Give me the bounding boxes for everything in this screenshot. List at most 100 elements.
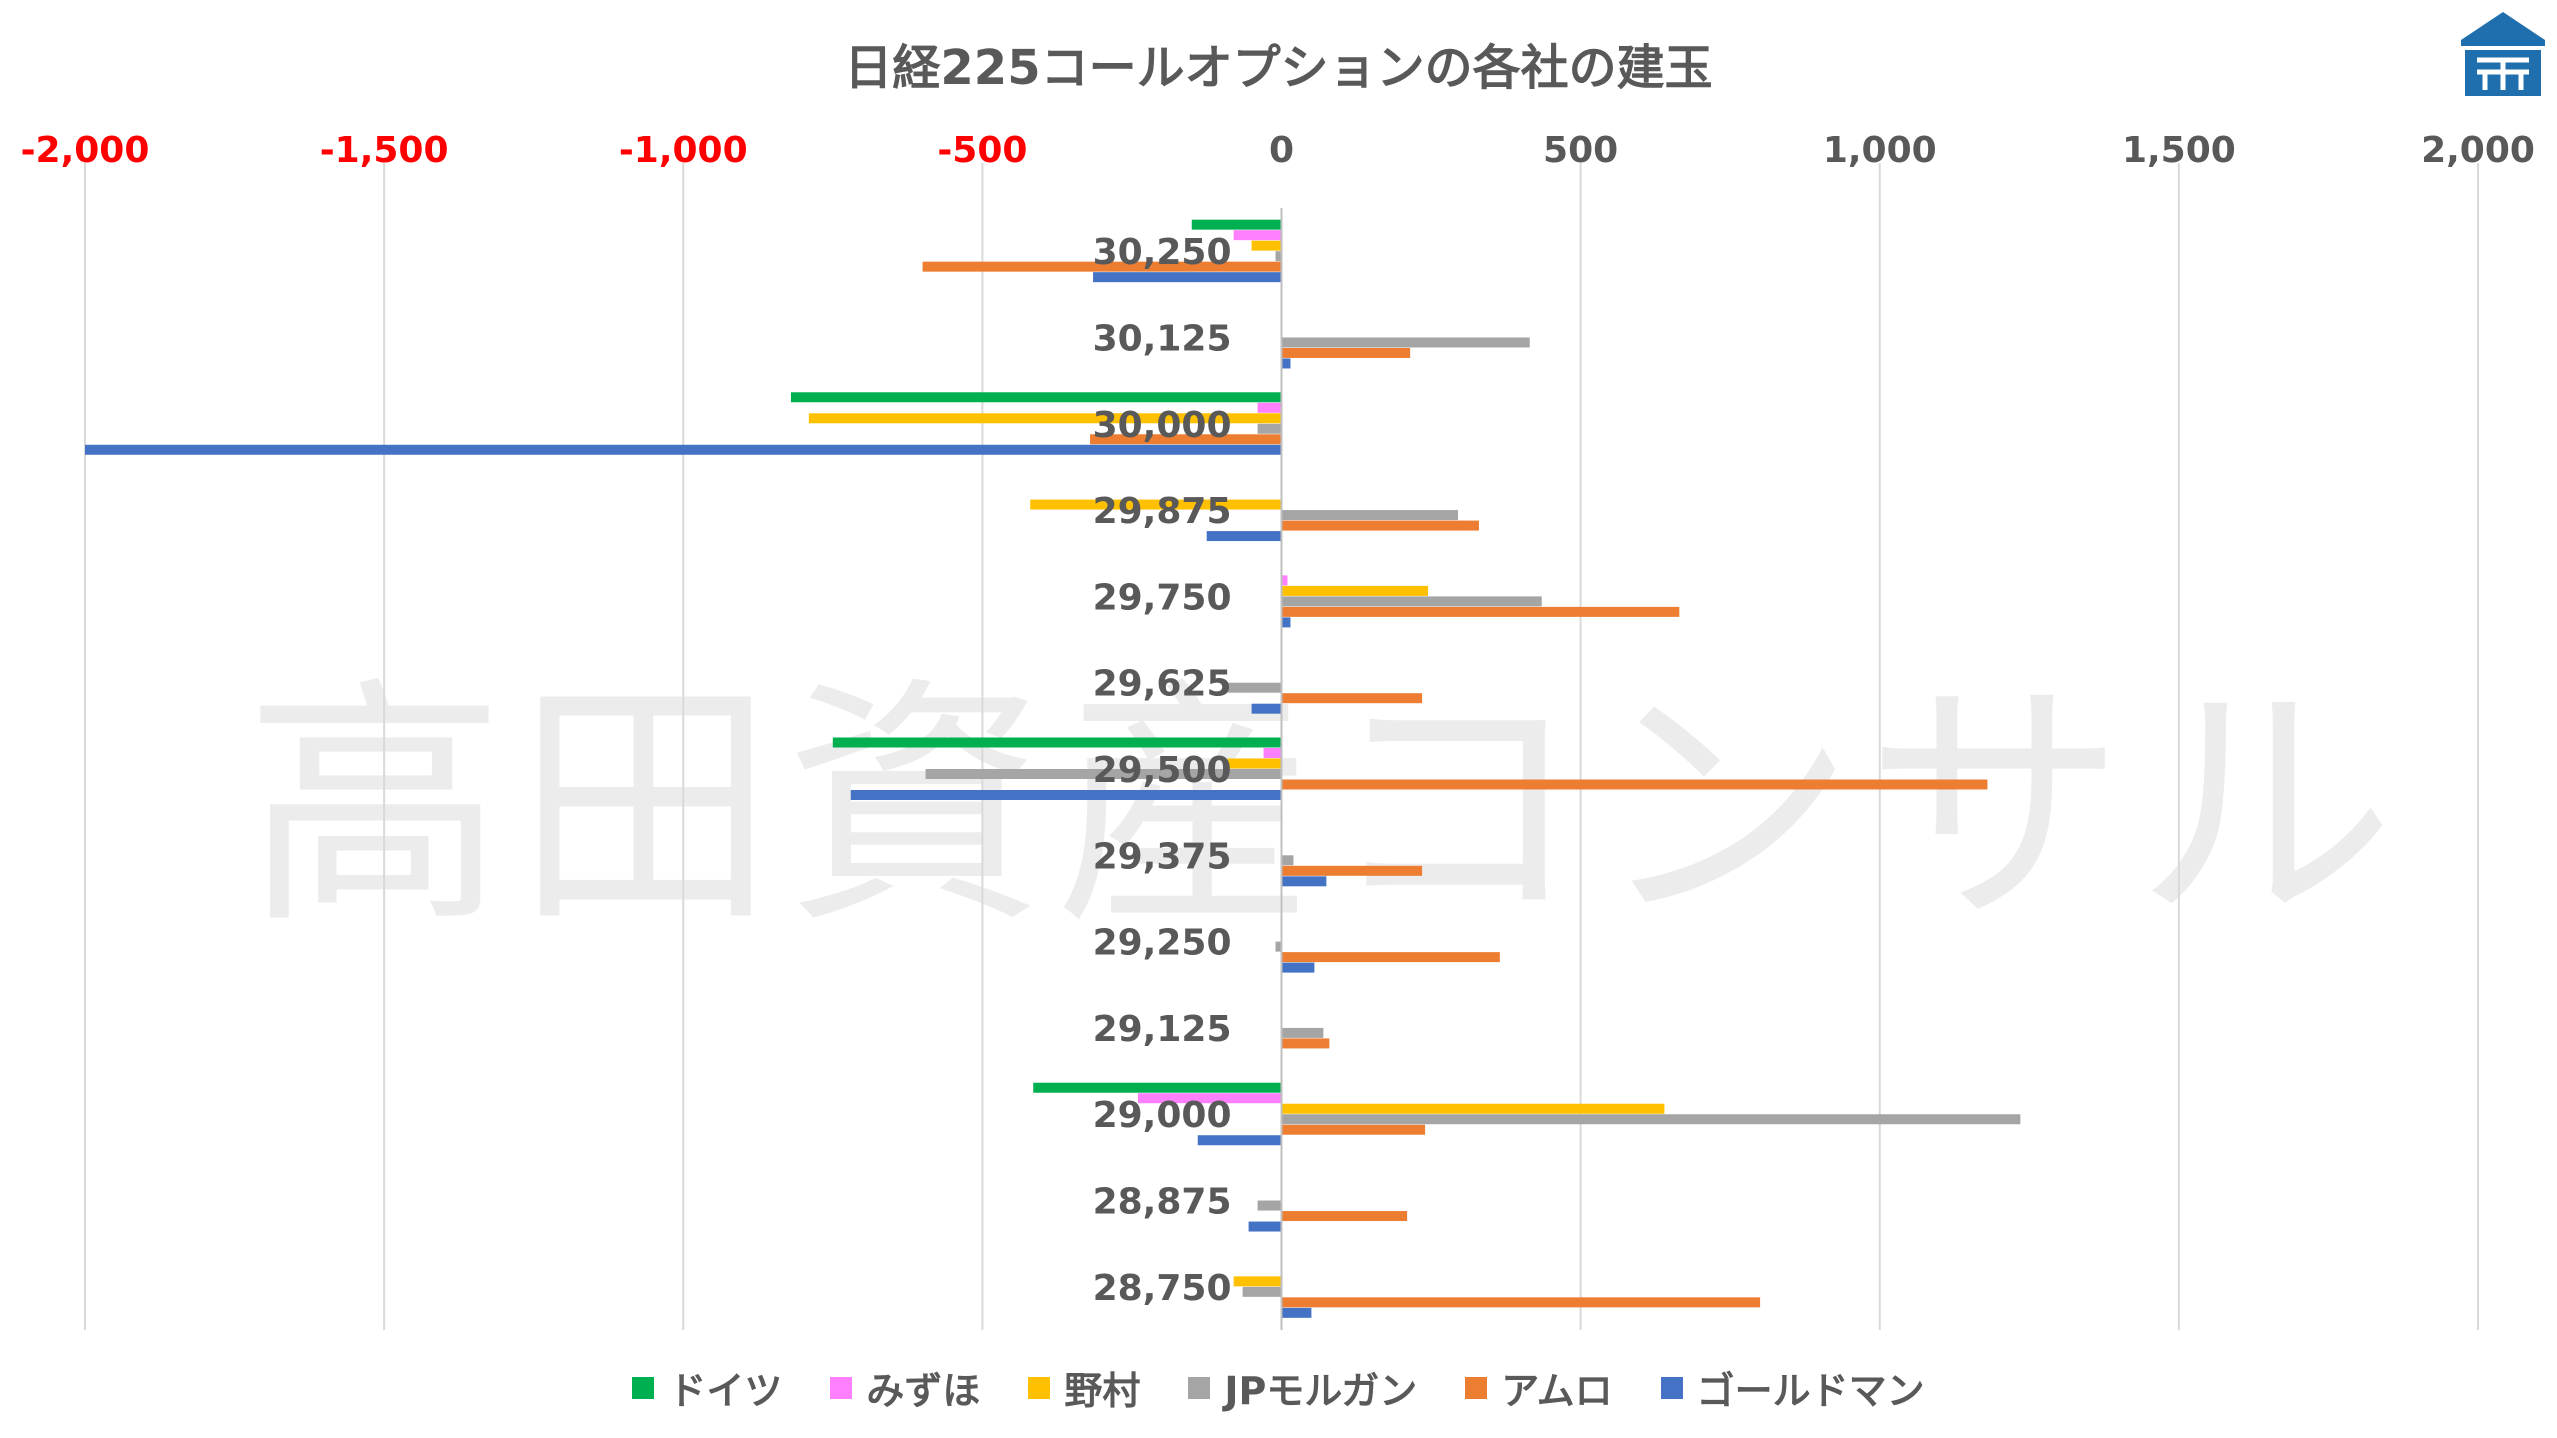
bar-ゴールドマン bbox=[1251, 703, 1282, 714]
bar-みずほ bbox=[1263, 748, 1282, 758]
bar-アムロ bbox=[1281, 1124, 1426, 1135]
bar-アムロ bbox=[1281, 606, 1680, 617]
bar-ゴールドマン bbox=[1197, 1135, 1282, 1146]
category-label: 29,625 bbox=[1093, 664, 1232, 705]
bar-アムロ bbox=[1281, 520, 1479, 531]
x-tick-label: -1,500 bbox=[320, 130, 449, 171]
bar-JPモルガン bbox=[1281, 1027, 1324, 1038]
bar-みずほ bbox=[1233, 230, 1282, 241]
legend-item: ゴールドマン bbox=[1660, 1360, 1925, 1415]
bar-野村 bbox=[808, 413, 1282, 424]
bar-みずほ bbox=[1257, 402, 1282, 413]
category-label: 29,000 bbox=[1093, 1095, 1232, 1136]
bar-ゴールドマン bbox=[1281, 358, 1291, 369]
category-label: 29,750 bbox=[1093, 577, 1232, 618]
category-label: 28,875 bbox=[1093, 1182, 1232, 1223]
x-tick-label: 2,000 bbox=[2421, 130, 2535, 171]
bar-野村 bbox=[1251, 240, 1282, 251]
bar-アムロ bbox=[1281, 347, 1411, 358]
bar-ドイツ bbox=[1033, 1082, 1282, 1093]
bar-アムロ bbox=[1281, 1038, 1330, 1049]
legend-swatch bbox=[1188, 1376, 1211, 1399]
bar-ゴールドマン bbox=[1281, 876, 1327, 887]
bar-ドイツ bbox=[790, 392, 1282, 403]
legend-item: アムロ bbox=[1465, 1360, 1613, 1415]
bar-JPモルガン bbox=[1275, 251, 1282, 262]
legend-item: JPモルガン bbox=[1188, 1360, 1417, 1415]
bar-アムロ bbox=[1281, 693, 1423, 704]
legend-label: アムロ bbox=[1501, 1369, 1613, 1413]
bar-野村 bbox=[1227, 758, 1282, 769]
legend-label: JPモルガン bbox=[1224, 1369, 1418, 1413]
bar-野村 bbox=[1233, 1276, 1282, 1287]
bar-野村 bbox=[1030, 499, 1282, 510]
bar-アムロ bbox=[922, 261, 1282, 272]
bars bbox=[85, 219, 2021, 1318]
chart-title: 日経225コールオプションの各社の建玉 bbox=[844, 40, 1713, 96]
category-label: 29,250 bbox=[1093, 923, 1232, 964]
legend: ドイツ みずほ 野村 JPモルガン アムロ ゴールドマン bbox=[0, 1360, 2557, 1415]
legend-swatch bbox=[830, 1376, 853, 1399]
bar-野村 bbox=[1281, 585, 1429, 596]
bar-みずほ bbox=[1137, 1093, 1282, 1104]
bar-アムロ bbox=[1090, 434, 1282, 445]
legend-swatch bbox=[1028, 1376, 1051, 1399]
bar-ドイツ bbox=[832, 737, 1282, 748]
legend-item: 野村 bbox=[1028, 1360, 1140, 1415]
legend-swatch bbox=[1660, 1376, 1683, 1399]
company-logo-icon bbox=[2457, 8, 2549, 100]
bar-ゴールドマン bbox=[1281, 1307, 1312, 1318]
bar-野村 bbox=[1281, 1103, 1665, 1114]
bar-ゴールドマン bbox=[1093, 272, 1282, 283]
bar-JPモルガン bbox=[1275, 941, 1282, 952]
category-label: 30,250 bbox=[1093, 232, 1232, 273]
category-label: 29,125 bbox=[1093, 1009, 1232, 1050]
legend-label: ドイツ bbox=[668, 1369, 783, 1413]
bar-みずほ bbox=[1281, 575, 1288, 586]
legend-label: みずほ bbox=[866, 1369, 981, 1413]
bar-アムロ bbox=[1281, 1211, 1408, 1222]
grid-lines bbox=[84, 163, 2479, 1330]
legend-label: 野村 bbox=[1064, 1369, 1141, 1413]
x-tick-label: 500 bbox=[1543, 130, 1618, 171]
x-axis-ticks: -2,000 -1,500 -1,000 -500 0 500 1,000 1,500 2,00… bbox=[21, 130, 2535, 171]
bar-JPモルガン bbox=[1281, 1114, 2021, 1125]
bar-ゴールドマン bbox=[850, 790, 1282, 800]
bar-JPモルガン bbox=[1227, 682, 1282, 693]
bar-JPモルガン bbox=[925, 769, 1282, 779]
category-label: 30,000 bbox=[1093, 405, 1232, 446]
legend-swatch bbox=[632, 1376, 655, 1399]
legend-swatch bbox=[1465, 1376, 1488, 1399]
x-tick-label: -1,000 bbox=[619, 130, 748, 171]
category-label: 29,375 bbox=[1093, 836, 1232, 877]
x-tick-label: -500 bbox=[937, 130, 1027, 171]
category-labels: 30,250 30,125 30,000 29,875 29,750 29,625 29,5… bbox=[1093, 232, 1232, 1309]
bar-JPモルガン bbox=[1242, 1286, 1282, 1297]
x-tick-label: 1,000 bbox=[1823, 130, 1937, 171]
bar-ゴールドマン bbox=[1206, 531, 1282, 542]
bar-ゴールドマン bbox=[1248, 1221, 1282, 1232]
legend-item: ドイツ bbox=[632, 1360, 782, 1415]
x-tick-label: -2,000 bbox=[21, 130, 150, 171]
bar-JPモルガン bbox=[1281, 337, 1530, 348]
legend-label: ゴールドマン bbox=[1696, 1369, 1925, 1413]
bar-アムロ bbox=[1281, 779, 1988, 790]
category-label: 29,875 bbox=[1093, 491, 1232, 532]
bar-ゴールドマン bbox=[1281, 617, 1291, 628]
legend-item: みずほ bbox=[830, 1360, 980, 1415]
bar-ゴールドマン bbox=[1281, 962, 1315, 973]
bar-JPモルガン bbox=[1281, 855, 1294, 866]
category-label: 28,750 bbox=[1093, 1268, 1232, 1309]
category-label: 29,500 bbox=[1093, 750, 1232, 791]
bar-JPモルガン bbox=[1281, 510, 1458, 521]
bar-ゴールドマン bbox=[85, 444, 1282, 455]
bar-アムロ bbox=[1281, 952, 1500, 963]
bar-アムロ bbox=[1281, 865, 1423, 876]
bar-アムロ bbox=[1281, 1297, 1761, 1308]
category-label: 30,125 bbox=[1093, 318, 1232, 359]
bar-ドイツ bbox=[1191, 219, 1282, 230]
x-tick-label: 1,500 bbox=[2122, 130, 2236, 171]
x-tick-label: 0 bbox=[1269, 130, 1294, 171]
bar-JPモルガン bbox=[1257, 1200, 1282, 1211]
